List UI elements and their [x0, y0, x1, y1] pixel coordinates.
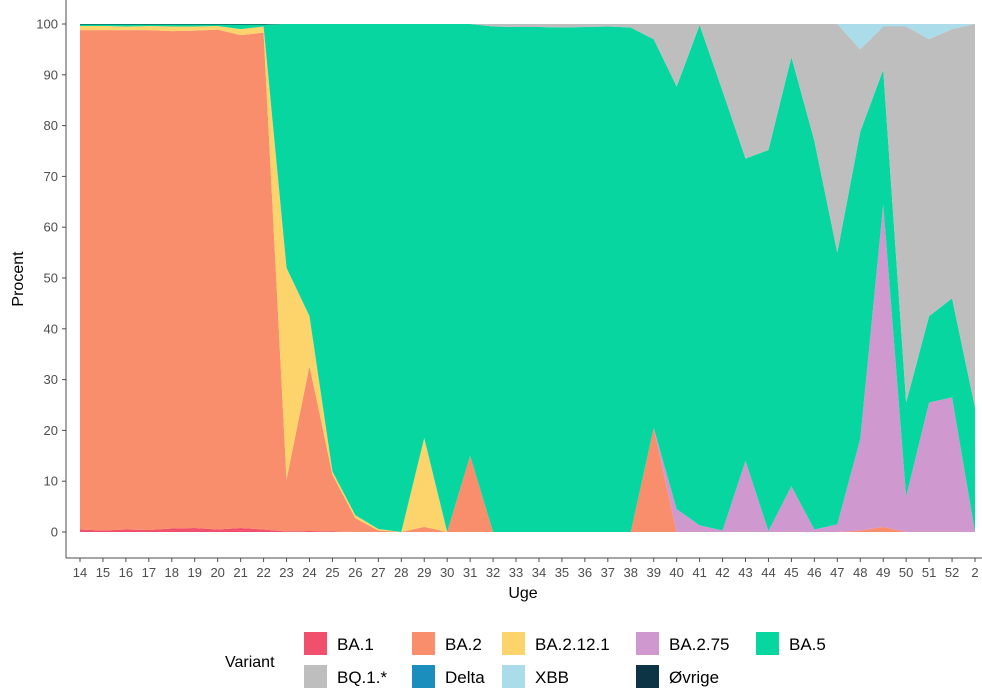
legend-label-bq-1: BQ.1.* [337, 668, 387, 687]
y-axis-ticks: 0 10 20 30 40 50 60 70 80 90 100 [36, 17, 66, 540]
x-tick-label: 20 [210, 565, 224, 580]
area-ba-2 [80, 29, 975, 533]
x-tick-label: 52 [945, 565, 959, 580]
x-tick-label: 35 [555, 565, 569, 580]
legend-label-delta: Delta [445, 668, 485, 687]
x-tick-label: 16 [119, 565, 133, 580]
y-tick-label: 70 [44, 169, 58, 184]
area-xbb [80, 24, 975, 50]
x-tick-label: 31 [463, 565, 477, 580]
y-tick-label: 0 [51, 525, 58, 540]
x-tick-label: 25 [325, 565, 339, 580]
y-tick-label: 90 [44, 67, 58, 82]
area-oevrige [80, 24, 975, 25]
legend-label-ba-2-12-1: BA.2.12.1 [535, 635, 610, 654]
x-tick-label: 42 [715, 565, 729, 580]
x-tick-label: 17 [142, 565, 156, 580]
x-tick-label: 32 [486, 565, 500, 580]
legend-key-ba-2-75 [636, 632, 659, 655]
x-tick-label: 38 [624, 565, 638, 580]
x-tick-label: 47 [830, 565, 844, 580]
legend-key-ba-5 [756, 632, 779, 655]
x-tick-label: 14 [73, 565, 87, 580]
x-tick-label: 2 [971, 565, 978, 580]
area-ba-5 [80, 24, 975, 532]
x-axis-title: Uge [508, 585, 537, 602]
y-tick-label: 60 [44, 220, 58, 235]
x-tick-label: 40 [669, 565, 683, 580]
x-tick-label: 30 [440, 565, 454, 580]
legend-key-ba-2 [412, 632, 435, 655]
area-ba-2-75 [80, 26, 975, 533]
x-tick-label: 15 [96, 565, 110, 580]
x-tick-label: 46 [807, 565, 821, 580]
y-tick-label: 30 [44, 372, 58, 387]
legend-key-bq-1 [304, 665, 327, 688]
legend-key-xbb [502, 665, 525, 688]
x-tick-label: 28 [394, 565, 408, 580]
x-tick-label: 37 [601, 565, 615, 580]
x-tick-label: 33 [509, 565, 523, 580]
legend-label-oevrige: Øvrige [669, 668, 719, 687]
x-tick-label: 44 [761, 565, 775, 580]
area-ba-1 [80, 527, 975, 532]
x-tick-label: 27 [371, 565, 385, 580]
series-areas [80, 24, 975, 533]
legend-key-ba-2-12-1 [502, 632, 525, 655]
x-tick-label: 48 [853, 565, 867, 580]
x-tick-label: 39 [646, 565, 660, 580]
x-tick-label: 49 [876, 565, 890, 580]
x-tick-label: 34 [532, 565, 546, 580]
legend-title: Variant [225, 654, 275, 671]
x-tick-label: 36 [578, 565, 592, 580]
x-tick-label: 24 [302, 565, 316, 580]
x-tick-label: 43 [738, 565, 752, 580]
legend-label-ba-5: BA.5 [789, 635, 826, 654]
y-axis-title: Procent [10, 251, 27, 307]
legend-key-ba-1 [304, 632, 327, 655]
x-tick-label: 21 [233, 565, 247, 580]
y-tick-label: 40 [44, 321, 58, 336]
x-tick-label: 45 [784, 565, 798, 580]
x-tick-label: 29 [417, 565, 431, 580]
legend-key-delta [412, 665, 435, 688]
x-tick-label: 26 [348, 565, 362, 580]
x-tick-label: 22 [256, 565, 270, 580]
y-tick-label: 20 [44, 423, 58, 438]
y-tick-label: 10 [44, 474, 58, 489]
x-tick-label: 19 [188, 565, 202, 580]
area-bq-1 [80, 24, 975, 408]
x-tick-label: 23 [279, 565, 293, 580]
legend: Variant BA.1 BA.2 BA.2.12.1 BA.2.75 BA.5 BQ.1… [225, 632, 826, 688]
legend-label-xbb: XBB [535, 668, 569, 687]
legend-label-ba-2-75: BA.2.75 [669, 635, 730, 654]
x-axis-ticks: 14 15 16 17 18 19 20 21 22 23 24 25 26 27 28 29 30 31 32 33… [73, 558, 979, 580]
x-tick-label: 41 [692, 565, 706, 580]
legend-label-ba-2: BA.2 [445, 635, 482, 654]
x-tick-label: 50 [899, 565, 913, 580]
x-tick-label: 18 [165, 565, 179, 580]
x-tick-label: 51 [922, 565, 936, 580]
y-tick-label: 50 [44, 271, 58, 286]
y-tick-label: 80 [44, 118, 58, 133]
legend-key-oevrige [636, 665, 659, 688]
y-tick-label: 100 [36, 17, 58, 32]
legend-label-ba-1: BA.1 [337, 635, 374, 654]
